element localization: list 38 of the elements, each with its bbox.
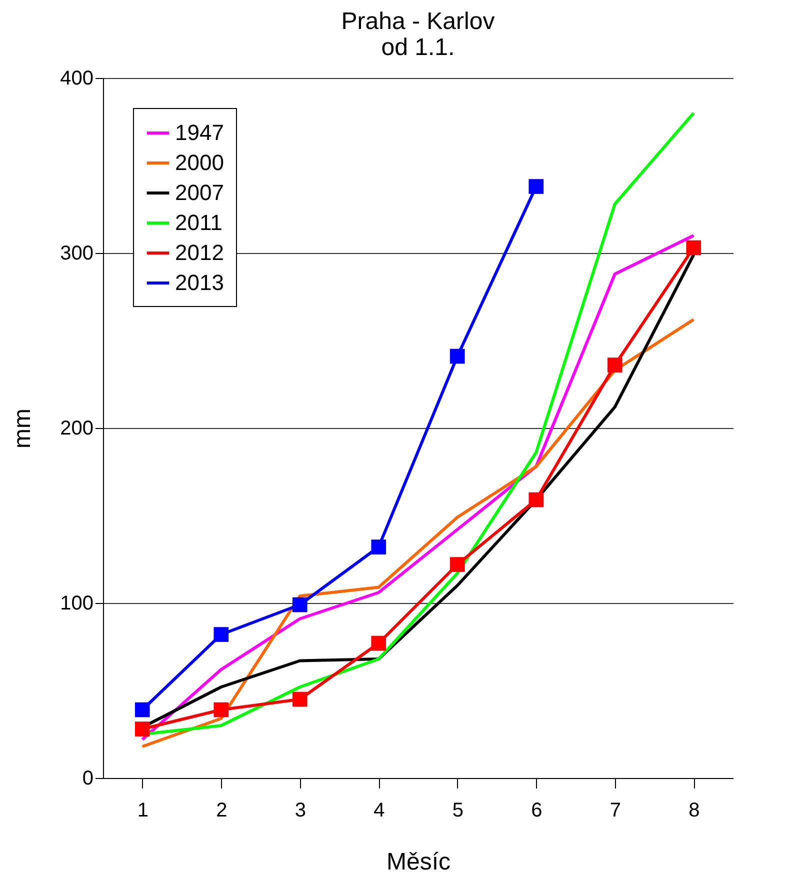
x-axis-title: Měsíc — [386, 848, 451, 876]
y-tick-label: 200 — [60, 418, 94, 440]
x-tick-label: 8 — [688, 800, 700, 822]
x-tick-label: 6 — [531, 800, 542, 822]
point — [134, 702, 150, 718]
point — [134, 722, 150, 736]
text: od 1.1. — [381, 34, 455, 61]
y-tick-label: 400 — [60, 68, 94, 90]
point — [607, 358, 622, 372]
point — [528, 492, 544, 508]
point — [450, 348, 465, 364]
point — [292, 597, 308, 612]
legend-label: 2007 — [175, 180, 224, 205]
x-tick-label: 7 — [610, 800, 621, 822]
y-tick-label: 100 — [60, 592, 94, 614]
legend-label: 2000 — [175, 150, 224, 175]
legend-label: 2013 — [175, 270, 224, 295]
point — [292, 692, 308, 707]
point — [371, 540, 386, 554]
x-tick-label: 4 — [374, 800, 385, 822]
legend-label: 1947 — [175, 120, 224, 145]
point — [371, 636, 386, 651]
x-tick-label: 3 — [294, 800, 306, 822]
x-tick-label: 2 — [216, 800, 228, 822]
text: Praha - Karlov — [341, 8, 495, 35]
legend-label: 2011 — [175, 210, 222, 235]
legend-label: 2012 — [175, 240, 224, 265]
x-tick-label: 5 — [452, 800, 464, 822]
line-series — [140, 318, 696, 748]
point — [214, 627, 229, 642]
point — [528, 179, 544, 194]
point — [686, 240, 702, 256]
y-tick-label: 0 — [82, 768, 94, 790]
x-tick-label: 1 — [137, 800, 148, 822]
y-axis-title: mm — [9, 408, 36, 448]
point — [214, 702, 229, 718]
point — [450, 557, 465, 572]
y-tick-label: 300 — [60, 242, 94, 264]
